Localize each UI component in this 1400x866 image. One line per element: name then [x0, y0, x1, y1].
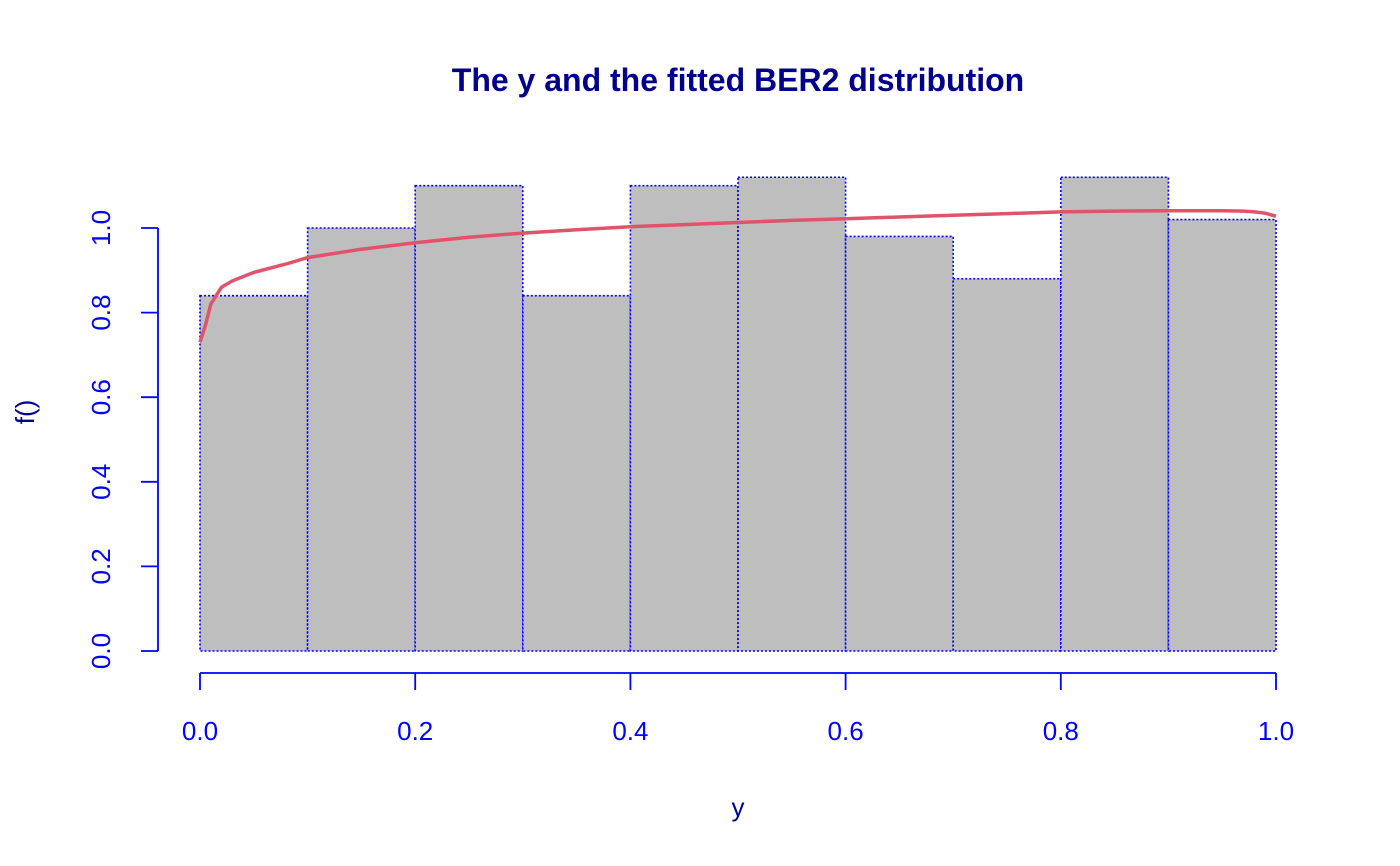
y-tick-label-2: 0.4: [86, 464, 116, 500]
y-axis: 0.0 0.2 0.4 0.6 0.8 1.0: [86, 210, 159, 669]
y-tick-label-5: 1.0: [86, 210, 116, 246]
x-tick-label-4: 0.8: [1043, 716, 1079, 746]
histogram-bar-4: [629, 184, 739, 652]
histogram-bar-8: [1060, 176, 1170, 652]
x-tick-label-1: 0.2: [397, 716, 433, 746]
x-tick-label-0: 0.0: [182, 716, 218, 746]
histogram-bar-3: [521, 294, 632, 652]
histogram-bar-1: [306, 227, 417, 652]
histogram-bars: [199, 176, 1277, 652]
histogram-bar-0: [199, 294, 309, 652]
y-tick-label-1: 0.2: [86, 548, 116, 584]
y-axis-label: f(): [10, 400, 40, 425]
y-tick-label-0: 0.0: [86, 633, 116, 669]
x-axis: 0.0 0.2 0.4 0.6 0.8 1.0: [182, 672, 1294, 746]
x-axis-label: y: [732, 792, 745, 822]
fitted-density-curve: [198, 208, 1277, 343]
histogram-bar-5: [737, 176, 847, 652]
histogram-bar-7: [952, 277, 1062, 652]
histogram-bar-2: [414, 184, 524, 652]
y-tick-label-4: 0.8: [86, 295, 116, 331]
x-tick-label-3: 0.6: [828, 716, 864, 746]
x-tick-label-5: 1.0: [1258, 716, 1294, 746]
x-tick-label-2: 0.4: [612, 716, 648, 746]
y-tick-label-3: 0.6: [86, 379, 116, 415]
histogram-bar-6: [844, 235, 954, 652]
chart-title: The y and the fitted BER2 distribution: [452, 62, 1024, 98]
histogram-bar-9: [1167, 218, 1277, 652]
